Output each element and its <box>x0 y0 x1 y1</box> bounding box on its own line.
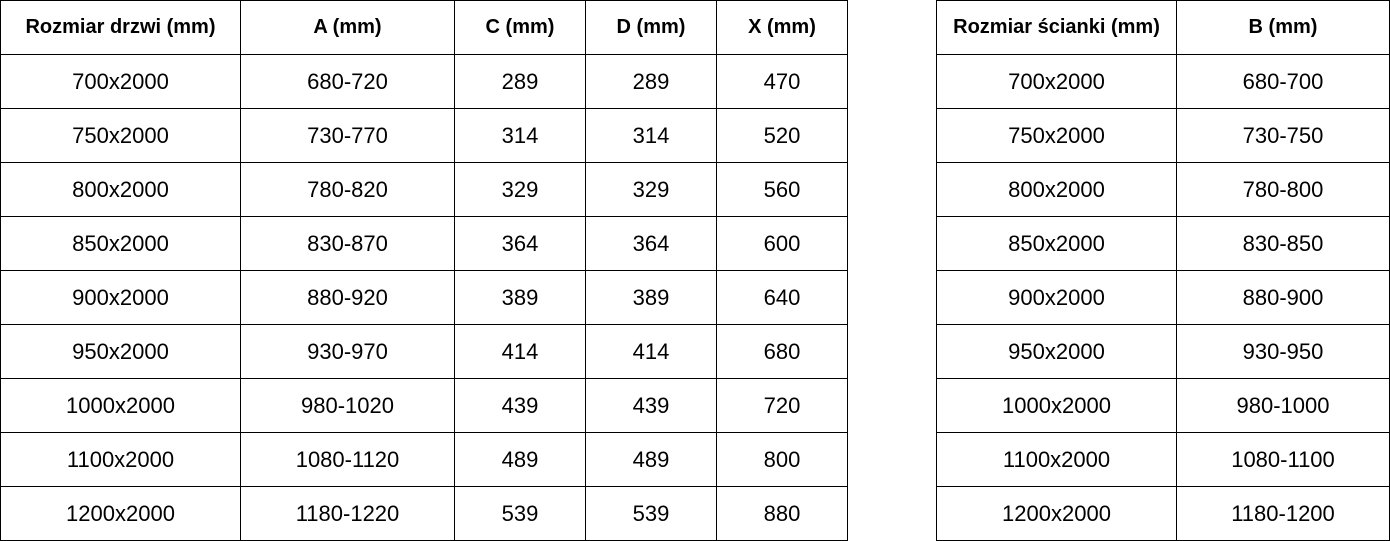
column-header: B (mm) <box>1176 0 1390 55</box>
table-cell: 750x2000 <box>936 108 1177 163</box>
table-row: 700x2000 680-720 289 289 470 <box>0 54 848 109</box>
table-cell: 930-950 <box>1176 324 1390 379</box>
table-row: 1000x2000 980-1000 <box>936 378 1390 433</box>
table-cell: 1080-1100 <box>1176 432 1390 487</box>
table-row: 750x2000 730-770 314 314 520 <box>0 108 848 163</box>
header-row: Rozmiar ścianki (mm) B (mm) <box>936 0 1390 55</box>
table-row: 800x2000 780-820 329 329 560 <box>0 162 848 217</box>
table-cell: 800x2000 <box>936 162 1177 217</box>
column-header: X (mm) <box>716 0 848 55</box>
table-cell: 314 <box>585 108 717 163</box>
table-row: 1100x2000 1080-1100 <box>936 432 1390 487</box>
table-cell: 930-970 <box>240 324 455 379</box>
table-cell: 980-1000 <box>1176 378 1390 433</box>
table-cell: 489 <box>454 432 586 487</box>
table-cell: 364 <box>454 216 586 271</box>
table-row: 1200x2000 1180-1220 539 539 880 <box>0 486 848 541</box>
table-cell: 900x2000 <box>936 270 1177 325</box>
table-cell: 950x2000 <box>0 324 241 379</box>
table-row: 1000x2000 980-1020 439 439 720 <box>0 378 848 433</box>
table-cell: 539 <box>585 486 717 541</box>
table-cell: 1000x2000 <box>936 378 1177 433</box>
table-cell: 980-1020 <box>240 378 455 433</box>
table-cell: 520 <box>716 108 848 163</box>
table-cell: 750x2000 <box>0 108 241 163</box>
table-row: 950x2000 930-970 414 414 680 <box>0 324 848 379</box>
table-cell: 389 <box>585 270 717 325</box>
table-cell: 700x2000 <box>0 54 241 109</box>
table-cell: 680 <box>716 324 848 379</box>
table-cell: 680-700 <box>1176 54 1390 109</box>
door-size-table: Rozmiar drzwi (mm) A (mm) C (mm) D (mm) X (m… <box>0 0 848 541</box>
column-header: D (mm) <box>585 0 717 55</box>
header-row: Rozmiar drzwi (mm) A (mm) C (mm) D (mm) X (m… <box>0 0 848 55</box>
table-cell: 414 <box>585 324 717 379</box>
table-cell: 314 <box>454 108 586 163</box>
table-cell: 850x2000 <box>0 216 241 271</box>
table-cell: 539 <box>454 486 586 541</box>
table-row: 1200x2000 1180-1200 <box>936 486 1390 541</box>
table-cell: 880 <box>716 486 848 541</box>
table-cell: 800 <box>716 432 848 487</box>
table-cell: 414 <box>454 324 586 379</box>
column-header: Rozmiar drzwi (mm) <box>0 0 241 55</box>
column-header: Rozmiar ścianki (mm) <box>936 0 1177 55</box>
table-cell: 800x2000 <box>0 162 241 217</box>
table-cell: 470 <box>716 54 848 109</box>
table-cell: 700x2000 <box>936 54 1177 109</box>
table-cell: 329 <box>454 162 586 217</box>
table-cell: 680-720 <box>240 54 455 109</box>
table-cell: 900x2000 <box>0 270 241 325</box>
table-cell: 289 <box>585 54 717 109</box>
table-row: 1100x2000 1080-1120 489 489 800 <box>0 432 848 487</box>
table-row: 850x2000 830-870 364 364 600 <box>0 216 848 271</box>
wall-size-table: Rozmiar ścianki (mm) B (mm) 700x2000 680-7… <box>936 0 1390 541</box>
table-row: 900x2000 880-920 389 389 640 <box>0 270 848 325</box>
table-cell: 489 <box>585 432 717 487</box>
column-header: C (mm) <box>454 0 586 55</box>
table-row: 750x2000 730-750 <box>936 108 1390 163</box>
column-header: A (mm) <box>240 0 455 55</box>
table-cell: 850x2000 <box>936 216 1177 271</box>
table-cell: 780-820 <box>240 162 455 217</box>
table-cell: 880-920 <box>240 270 455 325</box>
table-cell: 1180-1200 <box>1176 486 1390 541</box>
table-cell: 1180-1220 <box>240 486 455 541</box>
table-cell: 780-800 <box>1176 162 1390 217</box>
table-cell: 1200x2000 <box>936 486 1177 541</box>
table-row: 950x2000 930-950 <box>936 324 1390 379</box>
table-cell: 364 <box>585 216 717 271</box>
table-row: 700x2000 680-700 <box>936 54 1390 109</box>
table-cell: 560 <box>716 162 848 217</box>
table-row: 900x2000 880-900 <box>936 270 1390 325</box>
table-cell: 439 <box>585 378 717 433</box>
table-cell: 389 <box>454 270 586 325</box>
table-cell: 600 <box>716 216 848 271</box>
table-cell: 1200x2000 <box>0 486 241 541</box>
table-cell: 439 <box>454 378 586 433</box>
table-cell: 329 <box>585 162 717 217</box>
table-cell: 950x2000 <box>936 324 1177 379</box>
table-cell: 1080-1120 <box>240 432 455 487</box>
table-row: 800x2000 780-800 <box>936 162 1390 217</box>
table-cell: 1100x2000 <box>936 432 1177 487</box>
table-cell: 640 <box>716 270 848 325</box>
table-cell: 880-900 <box>1176 270 1390 325</box>
table-cell: 730-750 <box>1176 108 1390 163</box>
table-row: 850x2000 830-850 <box>936 216 1390 271</box>
table-cell: 830-850 <box>1176 216 1390 271</box>
table-cell: 1000x2000 <box>0 378 241 433</box>
table-cell: 720 <box>716 378 848 433</box>
table-cell: 730-770 <box>240 108 455 163</box>
table-cell: 289 <box>454 54 586 109</box>
table-cell: 830-870 <box>240 216 455 271</box>
table-cell: 1100x2000 <box>0 432 241 487</box>
